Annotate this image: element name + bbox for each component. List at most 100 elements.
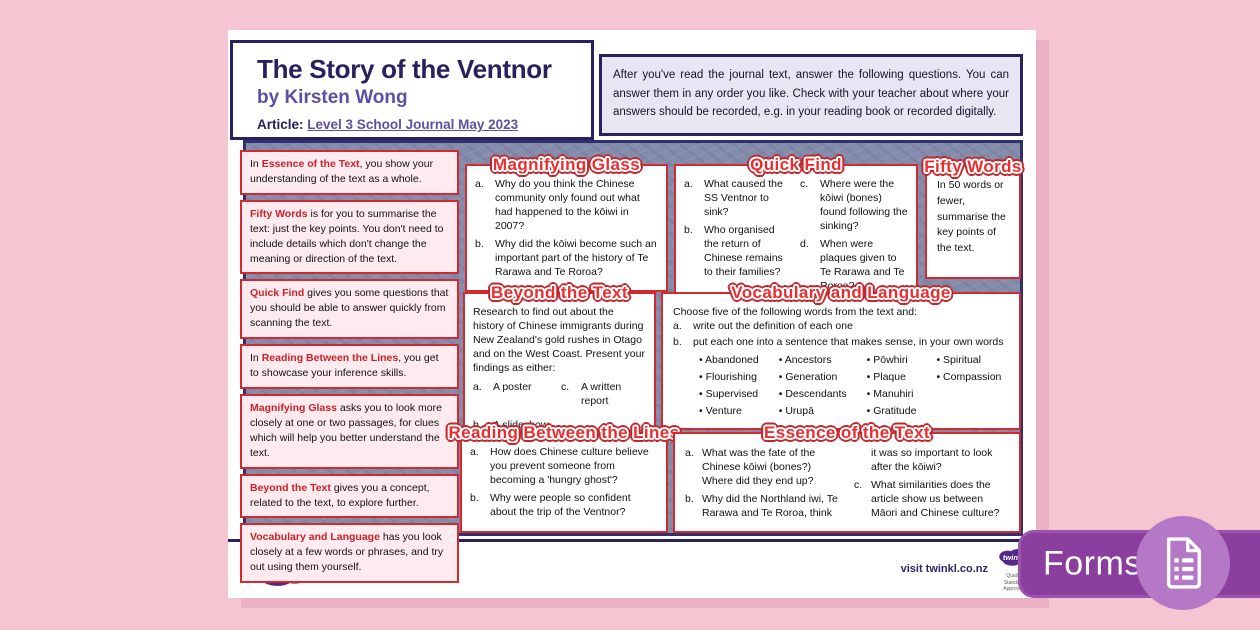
activity-title-beyond-the-text: Beyond the Text bbox=[491, 283, 628, 302]
legend-term: Vocabulary and Language bbox=[250, 531, 380, 544]
vocab-word: Descendants bbox=[779, 388, 846, 402]
activity-title-fifty-words: Fifty Words bbox=[924, 157, 1022, 176]
article-row: Article: Level 3 School Journal May 2023 bbox=[257, 117, 591, 132]
legend-prefix: In bbox=[250, 352, 262, 365]
question-text: What similarities does the article show … bbox=[871, 478, 1000, 519]
beyond-text-intro: Research to find out about the history o… bbox=[473, 306, 645, 374]
question-item: c. What similarities does the article sho… bbox=[854, 479, 1009, 521]
badge-caption: Quality Standard Approved bbox=[1003, 573, 1025, 592]
question-text: Why did the Northland iwi, Te Rarawa and… bbox=[702, 447, 993, 519]
vocab-word: Compassion bbox=[936, 371, 1001, 385]
option-item: b. A slideshow bbox=[473, 419, 561, 433]
vocab-step: b. put each one into a sentence that mak… bbox=[673, 336, 1011, 350]
activity-title-reading-between-lines: Reading Between the Lines bbox=[448, 423, 680, 442]
legend-item-beyond-text: Beyond the Text gives you a concept, rel… bbox=[240, 473, 459, 519]
question-item: b. Why were people so confident about th… bbox=[470, 492, 658, 520]
question-item: b. Who organised the return of Chinese r… bbox=[684, 224, 792, 280]
question-item: a. What was the fate of the Chinese kōiwi… bbox=[685, 447, 840, 489]
question-text: Where were the kōiwi (bones) found follo… bbox=[820, 178, 908, 232]
activity-title-vocabulary-language: Vocabulary and Language bbox=[731, 283, 951, 302]
question-text: What was the fate of the Chinese kōiwi (… bbox=[702, 447, 816, 487]
legend-column: In Essence of the Text, you show your un… bbox=[240, 150, 459, 584]
vocab-word: Manuhiri bbox=[867, 388, 917, 402]
vocab-word: Pōwhiri bbox=[867, 354, 917, 368]
quick-find-col2: c. Where were the kōiwi (bones) found fo… bbox=[800, 178, 908, 298]
legend-rest: gives you a concept, related to the text… bbox=[250, 481, 430, 509]
badge-logo-text: twinkl bbox=[1003, 553, 1025, 562]
activity-magnifying-glass: Magnifying Glass a. Why do you think the… bbox=[465, 155, 668, 292]
option-item: a. A poster bbox=[473, 381, 561, 409]
instructions-box: After you've read the journal text, answ… bbox=[599, 54, 1023, 136]
legend-term: Reading Between the Lines bbox=[261, 352, 399, 365]
legend-item-magnifying-glass: Magnifying Glass asks you to look more c… bbox=[240, 393, 459, 469]
question-item: a. Why do you think the Chinese communit… bbox=[475, 178, 658, 234]
legend-term: Fifty Words bbox=[250, 207, 308, 220]
question-text: Why were people so confident about the t… bbox=[490, 491, 631, 518]
vocab-word: Urupā bbox=[779, 405, 847, 419]
legend-item-quick-find: Quick Find gives you some questions that… bbox=[240, 279, 459, 340]
step-text: write out the definition of each one bbox=[693, 319, 853, 332]
activity-title-essence-of-text: Essence of the Text bbox=[763, 423, 930, 442]
vocab-word-list: Abandoned Flourishing Supervised Venture… bbox=[673, 354, 1011, 422]
legend-item-fifty-words: Fifty Words is for you to summarise the … bbox=[240, 199, 459, 275]
legend-rest: asks you to look more closely at one or … bbox=[250, 401, 442, 459]
legend-item-vocabulary: Vocabulary and Language has you look clo… bbox=[240, 523, 459, 584]
activity-reading-between-lines: Reading Between the Lines a. How does Ch… bbox=[448, 423, 679, 533]
question-label: b. bbox=[470, 491, 479, 504]
option-label: a. bbox=[473, 380, 482, 393]
vocab-word: Ancestors bbox=[779, 354, 847, 368]
question-label: a. bbox=[475, 178, 484, 190]
vocab-step: a. write out the definition of each one bbox=[673, 320, 1011, 334]
visit-link[interactable]: visit twinkl.co.nz bbox=[900, 563, 988, 575]
legend-rest: , you get to showcase your inference ski… bbox=[250, 352, 439, 380]
footer-divider bbox=[228, 539, 1036, 542]
activity-title-magnifying-glass: Magnifying Glass bbox=[492, 155, 641, 174]
vocab-word: Supervised bbox=[699, 388, 759, 402]
title-box: The Story of the Ventnor by Kirsten Wong… bbox=[230, 40, 594, 140]
question-label: d. bbox=[800, 237, 809, 250]
essence-questions: a. What was the fate of the Chinese kōiwi… bbox=[685, 447, 1009, 523]
article-label: Article: bbox=[257, 117, 304, 132]
question-text: What caused the SS Ventnor to sink? bbox=[704, 178, 783, 218]
vocab-column: Ancestors Generation Descendants Urupā bbox=[779, 354, 847, 422]
question-label: b. bbox=[475, 237, 484, 250]
question-text: How does Chinese culture believe you pre… bbox=[490, 446, 649, 486]
option-label: b. bbox=[473, 418, 482, 431]
activity-title-quick-find: Quick Find bbox=[750, 155, 842, 174]
activity-beyond-the-text: Beyond the Text Research to find out abo… bbox=[463, 283, 656, 445]
forms-icon-circle[interactable] bbox=[1136, 516, 1230, 610]
activity-essence-of-text: Essence of the Text a. What was the fate … bbox=[673, 423, 1021, 533]
legend-item-reading-between-lines: In Reading Between the Lines, you get to… bbox=[240, 344, 459, 389]
document-form-icon bbox=[1166, 537, 1202, 589]
option-text: A poster bbox=[493, 380, 532, 393]
worksheet-page: The Story of the Ventnor by Kirsten Wong… bbox=[228, 30, 1036, 598]
question-text: Why did the kōiwi become such an importa… bbox=[495, 237, 657, 278]
legend-rest: is for you to summarise the text: just t… bbox=[250, 207, 444, 265]
legend-term: Beyond the Text bbox=[250, 481, 331, 494]
question-item: b. Why did the kōiwi become such an impo… bbox=[475, 238, 658, 280]
question-label: c. bbox=[800, 178, 809, 190]
legend-term: Essence of the Text bbox=[261, 158, 360, 170]
vocab-intro: Choose five of the following words from … bbox=[673, 306, 917, 318]
vocab-column: Spiritual Compassion bbox=[936, 354, 1001, 422]
option-item: c. A written report bbox=[561, 381, 646, 409]
quick-find-col1: a. What caused the SS Ventnor to sink? b… bbox=[684, 178, 792, 298]
question-label: a. bbox=[684, 178, 693, 190]
question-label: c. bbox=[854, 478, 863, 491]
option-text: A written report bbox=[581, 380, 622, 407]
legend-term: Quick Find bbox=[250, 287, 305, 300]
vocab-word: Generation bbox=[779, 371, 847, 385]
author: by Kirsten Wong bbox=[257, 87, 408, 108]
option-text: A slideshow bbox=[493, 418, 549, 431]
activity-fifty-words: Fifty Words In 50 words or fewer, summar… bbox=[924, 157, 1021, 279]
legend-rest: has you look closely at a few words or p… bbox=[250, 531, 444, 574]
question-item: a. What caused the SS Ventnor to sink? bbox=[684, 178, 792, 220]
vocab-word: Flourishing bbox=[699, 371, 759, 385]
article-link[interactable]: Level 3 School Journal May 2023 bbox=[307, 117, 519, 132]
legend-prefix: In bbox=[250, 158, 262, 170]
legend-term: Magnifying Glass bbox=[250, 401, 337, 414]
question-item: d. When were plaques given to Te Rarawa … bbox=[800, 238, 908, 294]
step-label: a. bbox=[673, 319, 682, 332]
legend-item-essence: In Essence of the Text, you show your un… bbox=[240, 150, 459, 195]
legend-rest: , you show your understanding of the tex… bbox=[250, 158, 434, 185]
